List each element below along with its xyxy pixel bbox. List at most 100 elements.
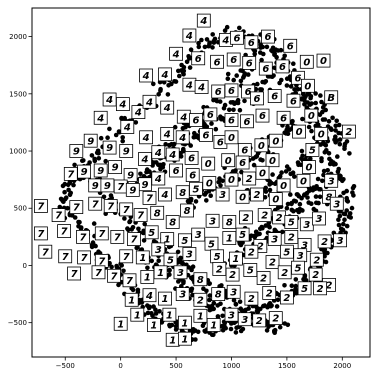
scatter-point <box>202 124 207 129</box>
scatter-point <box>116 282 121 288</box>
scatter-point <box>297 201 303 207</box>
thumbnail-digit: 3 <box>333 199 340 210</box>
thumbnail-digit: 2 <box>254 190 261 201</box>
scatter-point <box>282 283 287 288</box>
scatter-point <box>275 48 281 53</box>
thumbnail-frame <box>265 153 280 168</box>
scatter-point <box>188 47 194 52</box>
thumbnail-frame <box>139 68 154 83</box>
digit-thumbnail: 7 <box>34 199 48 213</box>
thumbnail-digit: 4 <box>179 112 187 123</box>
scatter-point <box>336 217 341 222</box>
scatter-point <box>295 207 300 213</box>
digit-thumbnail: 9 <box>100 178 115 193</box>
thumbnail-frame <box>261 29 275 44</box>
scatter-point <box>233 168 238 173</box>
digit-thumbnail: 6 <box>242 56 257 70</box>
scatter-point <box>319 99 324 105</box>
thumbnail-digit: 5 <box>288 218 295 229</box>
scatter-point <box>216 179 221 185</box>
thumbnail-frame <box>34 226 48 241</box>
thumbnail-frame <box>205 213 220 228</box>
scatter-point <box>238 78 244 84</box>
scatter-point <box>317 112 323 117</box>
digit-thumbnail: 2 <box>317 234 332 249</box>
thumbnail-frame <box>77 164 91 179</box>
thumbnail-digit: 4 <box>134 108 142 119</box>
digit-thumbnail: 6 <box>189 113 203 127</box>
thumbnail-frame <box>279 290 294 305</box>
scatter-point <box>207 293 213 298</box>
thumbnail-frame <box>173 265 188 280</box>
scatter-point <box>231 107 236 113</box>
thumbnail-frame <box>267 89 282 103</box>
scatter-point <box>284 164 290 169</box>
scatter-point <box>147 305 152 310</box>
scatter-point <box>333 123 339 129</box>
thumbnail-digit: 6 <box>173 166 180 177</box>
digit-thumbnail: 0 <box>254 138 269 153</box>
thumbnail-digit: 3 <box>301 241 308 252</box>
scatter-point <box>228 100 234 105</box>
scatter-point <box>290 170 296 175</box>
thumbnail-frame <box>177 331 192 346</box>
thumbnail-frame <box>237 312 252 327</box>
thumbnail-frame <box>297 281 312 296</box>
digit-thumbnail: 2 <box>262 285 277 300</box>
digit-thumbnail: 7 <box>94 226 109 241</box>
scatter-point <box>237 25 242 31</box>
digit-thumbnail: 5 <box>163 252 178 267</box>
scatter-point <box>344 208 350 213</box>
thumbnail-frame <box>235 189 250 204</box>
thumbnail-digit: 6 <box>241 146 248 157</box>
thumbnail-digit: 7 <box>146 194 153 205</box>
scatter-point <box>234 73 239 78</box>
thumbnail-digit: 9 <box>87 136 94 147</box>
scatter-point <box>310 187 316 193</box>
digit-thumbnail: 5 <box>189 181 203 196</box>
thumbnail-frame <box>255 108 270 123</box>
thumbnail-digit: 3 <box>303 220 310 231</box>
thumbnail-frame <box>142 190 157 205</box>
scatter-point <box>341 221 346 227</box>
digit-thumbnail: 9 <box>108 160 122 175</box>
thumbnail-frame <box>215 187 230 202</box>
thumbnail-digit: 6 <box>287 41 294 52</box>
thumbnail-frame <box>300 78 315 93</box>
thumbnail-digit: 5 <box>301 284 308 295</box>
thumbnail-digit: 5 <box>214 252 221 263</box>
plot-frame <box>31 7 371 358</box>
digit-thumbnail: 7 <box>69 200 84 215</box>
thumbnail-frame <box>57 224 71 239</box>
scatter-point <box>61 199 66 204</box>
scatter-point <box>181 72 186 77</box>
thumbnail-digit: 0 <box>272 195 279 206</box>
thumbnail-digit: 7 <box>123 252 130 263</box>
thumbnail-frame <box>113 316 128 331</box>
thumbnail-frame <box>211 287 226 302</box>
scatter-point <box>295 86 301 92</box>
scatter-point <box>178 260 184 265</box>
digit-thumbnail: 1 <box>146 318 161 332</box>
thumbnail-digit: 4 <box>185 31 193 42</box>
scatter-point <box>237 107 243 113</box>
scatter-point <box>215 303 220 308</box>
scatter-point <box>202 328 207 334</box>
thumbnail-digit: 7 <box>80 233 87 244</box>
thumbnail-digit: 0 <box>306 163 313 174</box>
thumbnail-digit: 3 <box>177 268 184 279</box>
scatter-point <box>264 328 270 333</box>
thumbnail-digit: 8 <box>154 208 161 219</box>
thumbnail-frame <box>130 307 145 322</box>
scatter-point <box>193 199 199 204</box>
thumbnail-frame <box>258 61 273 76</box>
scatter-point <box>212 36 218 42</box>
digit-thumbnail: 7 <box>58 249 73 264</box>
thumbnail-digit: 4 <box>197 83 205 94</box>
digit-thumbnail: 6 <box>258 61 273 76</box>
scatter-point <box>95 148 101 154</box>
x-tick-label: 2000 <box>333 362 351 370</box>
scatter-point <box>167 268 172 273</box>
thumbnail-frame <box>120 120 135 134</box>
